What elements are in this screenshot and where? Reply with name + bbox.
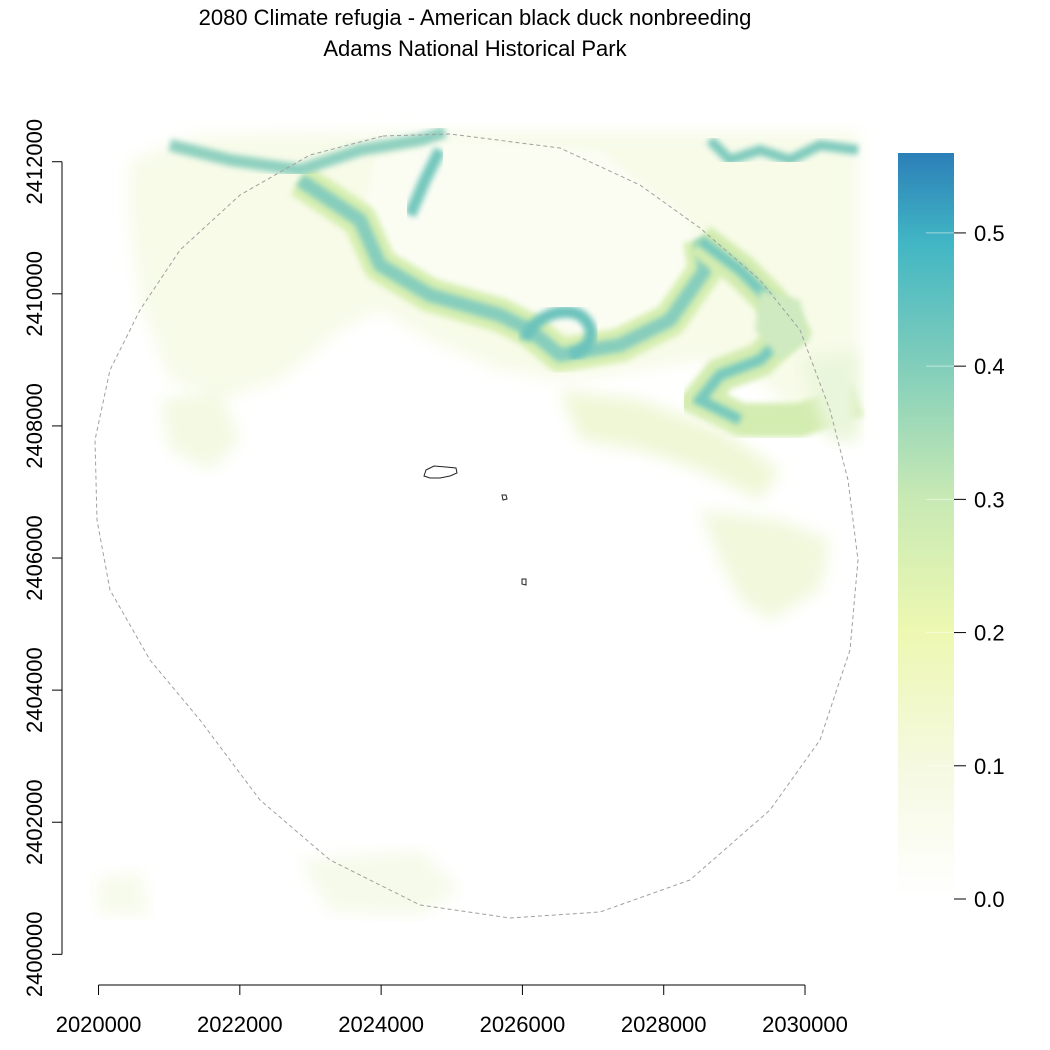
y-tick-label: 2412000 — [22, 119, 47, 205]
raster-patch-ne-corner — [800, 350, 858, 440]
x-tick-label: 2022000 — [197, 1012, 283, 1037]
x-axis: 2020000 2022000 2024000 2026000 2028000 20300… — [56, 984, 848, 1037]
raster-cove — [519, 305, 597, 361]
y-tick-label: 2410000 — [22, 251, 47, 337]
park-polygon-small-2 — [521, 578, 527, 586]
raster-north-notch — [404, 147, 446, 218]
study-area-boundary — [94, 133, 859, 919]
raster-patch-east — [700, 510, 830, 620]
raster-ne-stream — [706, 136, 859, 166]
y-tick-label: 2406000 — [22, 515, 47, 601]
park-polygon-main — [423, 465, 458, 479]
raster-nw-stream — [168, 126, 447, 177]
colorbar-axis: 0.0 0.1 0.2 0.3 0.4 0.5 — [926, 221, 1005, 912]
x-tick-label: 2026000 — [480, 1012, 566, 1037]
y-tick-label: 2404000 — [22, 647, 47, 733]
chart-title-line2: Adams National Historical Park — [323, 36, 627, 61]
raster-layer — [95, 126, 864, 915]
park-polygon-small-1 — [501, 494, 508, 501]
x-tick-label: 2024000 — [338, 1012, 424, 1037]
colorbar-tick-label: 0.2 — [974, 621, 1005, 646]
y-tick-label: 2402000 — [22, 779, 47, 865]
y-tick-label: 2408000 — [22, 383, 47, 469]
raster-ne-shoal — [755, 290, 810, 360]
colorbar-tick-label: 0.1 — [974, 754, 1005, 779]
colorbar-tick-label: 0.3 — [974, 487, 1005, 512]
y-tick-label: 2400000 — [22, 911, 47, 997]
raster-patch-mid-east — [560, 390, 780, 500]
x-tick-label: 2020000 — [56, 1012, 142, 1037]
raster-patch-west — [160, 390, 240, 470]
colorbar — [898, 153, 954, 899]
colorbar-tick-label: 0.0 — [974, 887, 1005, 912]
colorbar-tick-label: 0.5 — [974, 221, 1005, 246]
y-axis: 2400000 2402000 2404000 2406000 2408000 24100… — [22, 119, 63, 997]
chart-title-line1: 2080 Climate refugia - American black du… — [198, 5, 752, 30]
colorbar-tick-label: 0.4 — [974, 354, 1005, 379]
raster-patch-sw — [95, 870, 150, 915]
raster-patch-south — [300, 850, 460, 915]
x-tick-label: 2030000 — [762, 1012, 848, 1037]
x-tick-label: 2028000 — [621, 1012, 707, 1037]
